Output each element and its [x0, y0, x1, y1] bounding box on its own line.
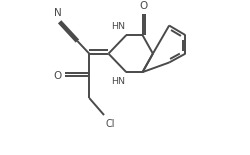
Text: O: O — [53, 71, 61, 81]
Text: N: N — [54, 8, 62, 18]
Text: O: O — [138, 1, 147, 11]
Text: Cl: Cl — [105, 119, 115, 129]
Text: HN: HN — [110, 77, 124, 86]
Text: HN: HN — [110, 22, 124, 31]
